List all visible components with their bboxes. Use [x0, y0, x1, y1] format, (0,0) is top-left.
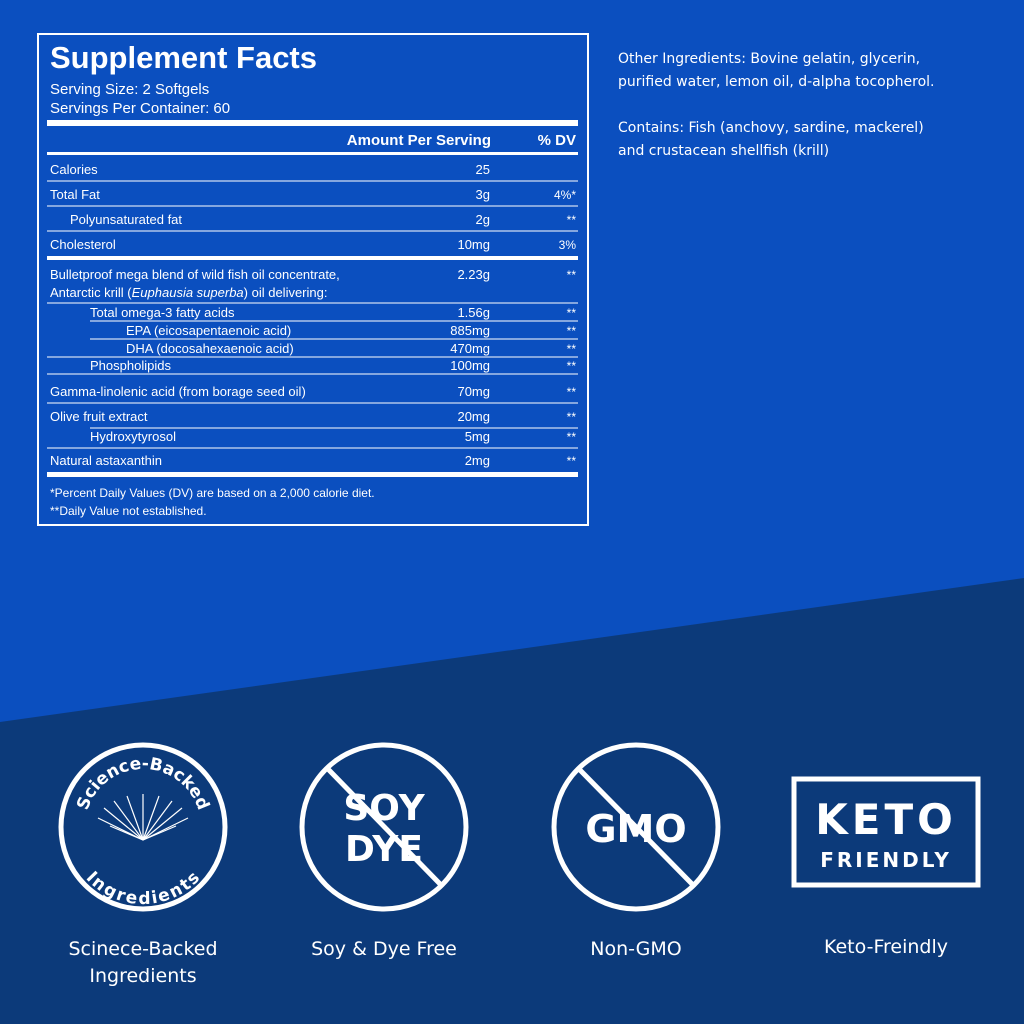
- row-amount: 5mg: [465, 429, 490, 444]
- row-label: EPA (eicosapentaenoic acid): [126, 323, 291, 338]
- row-dv: **: [567, 306, 577, 320]
- row-label: Total omega-3 fatty acids: [90, 305, 235, 320]
- background-band: [0, 578, 1024, 1024]
- row-amount: 3g: [476, 187, 490, 202]
- badge-circle: [551, 742, 721, 912]
- label-part: Antarctic krill (: [50, 285, 132, 300]
- row-label: Calories: [50, 162, 98, 177]
- row-label: Total Fat: [50, 187, 100, 202]
- row-label: Gamma-linolenic acid (from borage seed o…: [50, 384, 306, 399]
- rule: [47, 472, 578, 477]
- row-label: Hydroxytyrosol: [90, 429, 176, 444]
- badge-caption: Non-GMO: [590, 938, 682, 960]
- row-amount: 1.56g: [457, 305, 490, 320]
- row-amount: 100mg: [450, 358, 490, 373]
- facts-title: Supplement Facts: [50, 40, 317, 75]
- row-dv: 3%: [559, 238, 577, 252]
- row-dv: **: [567, 359, 577, 373]
- badge-text: DYE: [345, 829, 423, 870]
- row-label: Cholesterol: [50, 237, 116, 252]
- badge-box: [791, 776, 981, 888]
- badge-text: KETO: [815, 795, 957, 844]
- row-amount: 2mg: [465, 453, 490, 468]
- row-label: Olive fruit extract: [50, 409, 148, 424]
- row-label: Bulletproof mega blend of wild fish oil …: [50, 267, 340, 282]
- badge-circle: [58, 742, 228, 912]
- row-amount: 885mg: [450, 323, 490, 338]
- row-amount: 2.23g: [457, 267, 490, 282]
- badge-circle: [299, 742, 469, 912]
- row-label: Polyunsaturated fat: [70, 212, 182, 227]
- row-dv: **: [567, 268, 577, 282]
- row-amount: 70mg: [457, 384, 490, 399]
- row-amount: 20mg: [457, 409, 490, 424]
- badge-text: FRIENDLY: [820, 848, 952, 872]
- other-ingredients: Other Ingredients: Bovine gelatin, glyce…: [618, 51, 920, 67]
- row-dv: **: [567, 410, 577, 424]
- badge-caption: Keto-Freindly: [824, 936, 948, 958]
- row-dv: **: [567, 213, 577, 227]
- badge-text: SOY: [343, 788, 425, 829]
- contains: Contains: Fish (anchovy, sardine, macker…: [618, 120, 924, 136]
- badge-text: GMO: [585, 807, 686, 851]
- badge-soy: [299, 742, 469, 912]
- contains: and crustacean shellfish (krill): [618, 143, 829, 159]
- badge-gmo: [551, 742, 721, 912]
- badge-caption: Scinece-Backed: [68, 938, 217, 960]
- badge-caption: Soy & Dye Free: [311, 938, 457, 960]
- header-dv: % DV: [538, 132, 576, 149]
- rule: [47, 152, 578, 155]
- badge-caption: Ingredients: [89, 965, 196, 987]
- other-ingredients: purified water, lemon oil, d-alpha tocop…: [618, 74, 934, 90]
- row-dv: **: [567, 324, 577, 338]
- row-label: Phospholipids: [90, 358, 171, 373]
- slash: [576, 766, 696, 888]
- supplement-facts: Supplement Facts Serving Size: 2 Softgel…: [37, 33, 589, 526]
- row-dv: **: [567, 430, 577, 444]
- row-label: Antarctic krill (Euphausia superba) oil …: [50, 285, 327, 300]
- row-label: Natural astaxanthin: [50, 453, 162, 468]
- row-amount: 25: [476, 162, 490, 177]
- row-dv: **: [567, 385, 577, 399]
- label-part: Euphausia superba: [132, 285, 244, 300]
- slash: [325, 766, 444, 888]
- row-amount: 470mg: [450, 341, 490, 356]
- serving-size: Serving Size: 2 Softgels: [50, 81, 209, 98]
- facts-border: [37, 33, 589, 526]
- row-amount: 2g: [476, 212, 490, 227]
- row-amount: 10mg: [457, 237, 490, 252]
- rule: [47, 120, 578, 126]
- rule: [47, 256, 578, 260]
- row-dv: **: [567, 342, 577, 356]
- footnote: *Percent Daily Values (DV) are based on …: [50, 486, 375, 500]
- badge-science: [58, 742, 228, 912]
- burst-icon: [97, 794, 189, 841]
- row-label: DHA (docosahexaenoic acid): [126, 341, 294, 356]
- row-dv: 4%*: [554, 188, 576, 202]
- servings-per-container: Servings Per Container: 60: [50, 100, 230, 117]
- row-dv: **: [567, 454, 577, 468]
- header-amount: Amount Per Serving: [347, 132, 491, 149]
- footnote: **Daily Value not established.: [50, 504, 207, 518]
- label-part: ) oil delivering:: [244, 285, 328, 300]
